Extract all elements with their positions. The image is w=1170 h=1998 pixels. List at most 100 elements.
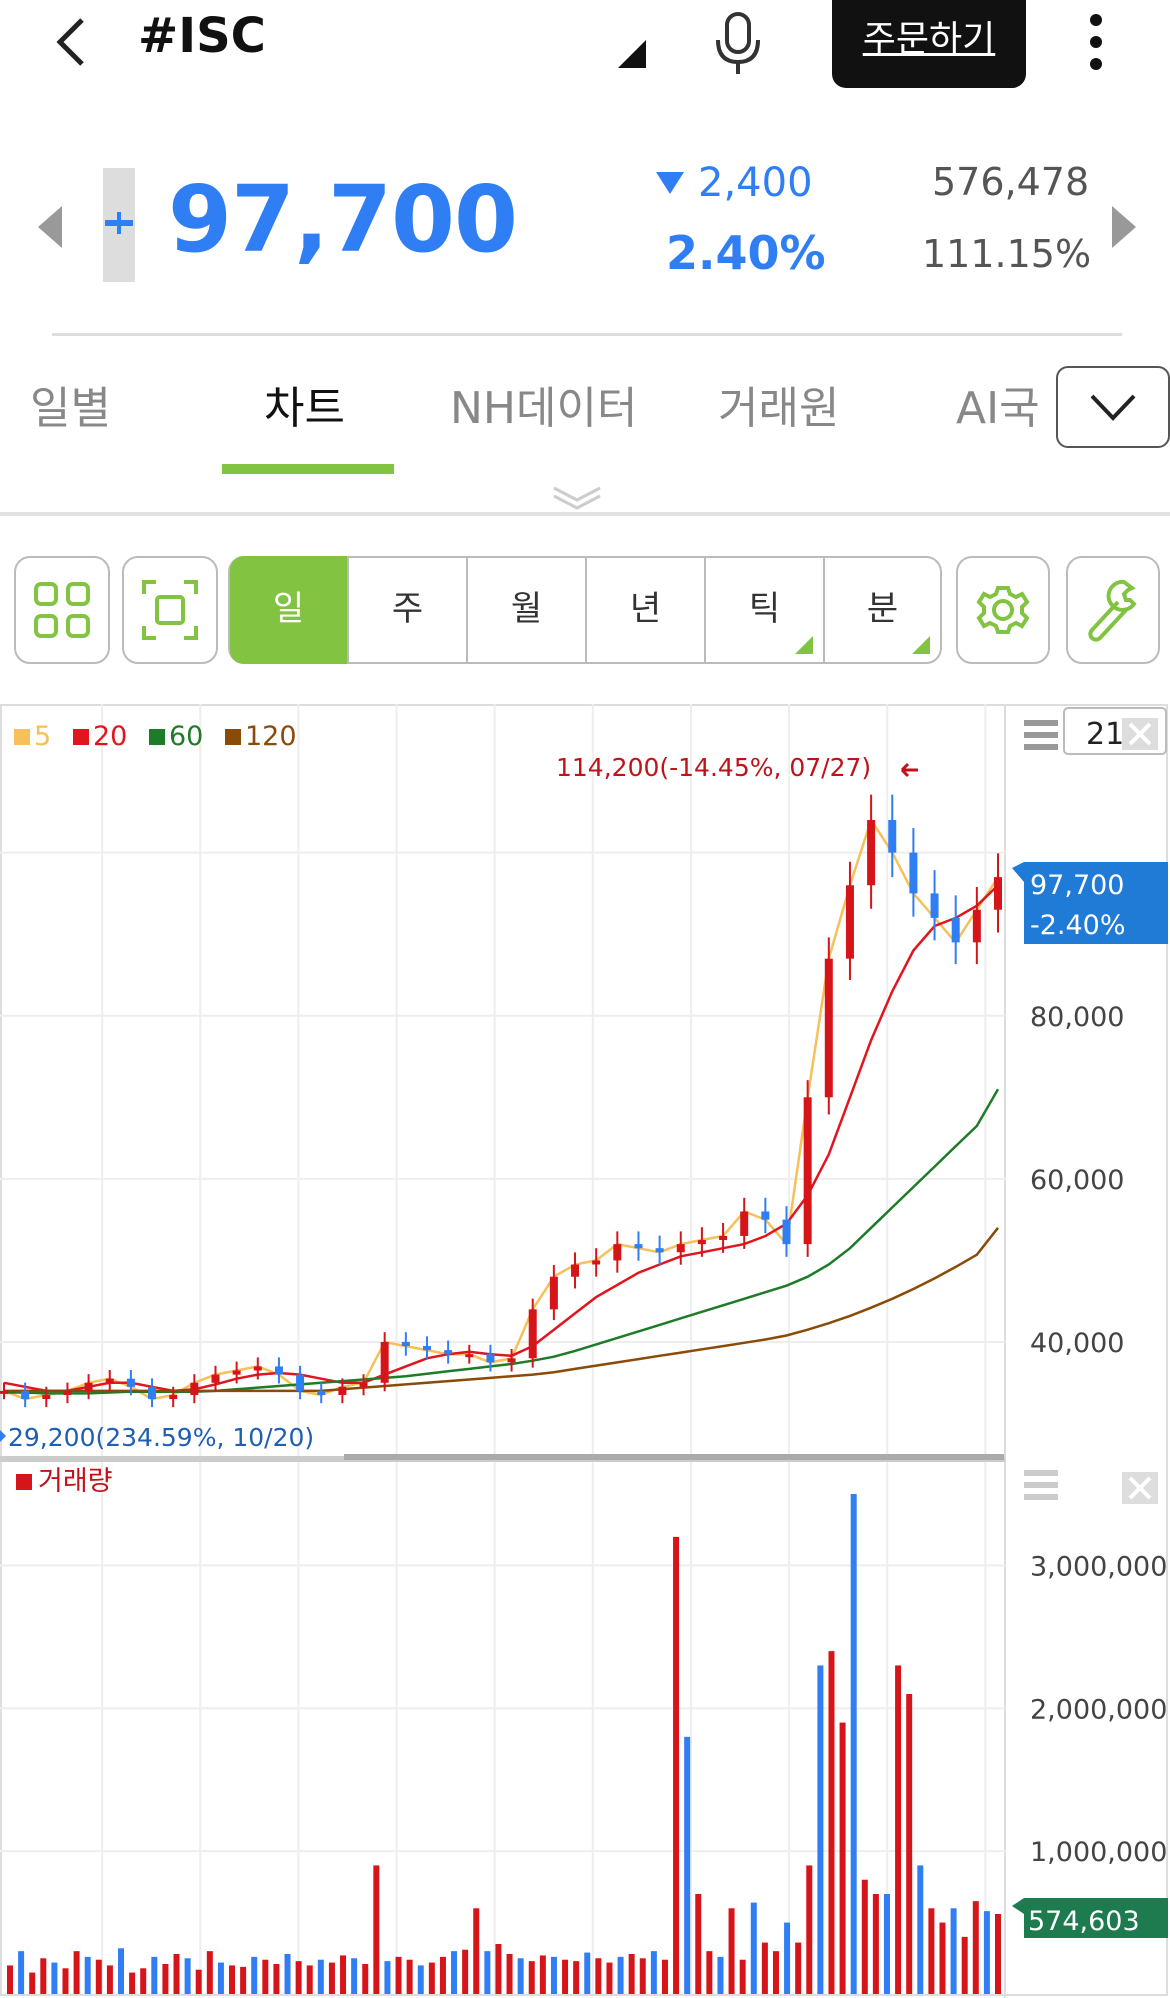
volume-bar <box>484 1951 491 1994</box>
period-day[interactable]: 일 <box>230 556 349 664</box>
price-tick-label: 60,000 <box>1030 1165 1124 1196</box>
tab-nh-data[interactable]: NH데이터 <box>450 383 638 434</box>
chart-area[interactable]: 40,000 60,000 80,000 5 20 60 120 211 114,200(-14… <box>0 704 1170 1998</box>
tab-expand-button[interactable] <box>1056 366 1170 448</box>
candle-body <box>169 1394 178 1400</box>
order-button[interactable]: 주문하기 <box>832 0 1026 88</box>
volume-bar <box>417 1965 424 1994</box>
ma-line-60 <box>4 1088 1000 1395</box>
volume-bar <box>595 1958 602 1994</box>
tab-brokers[interactable]: 거래원 <box>718 383 840 434</box>
tab-chart[interactable]: 차트 <box>264 383 345 434</box>
candle-body <box>84 1382 93 1391</box>
period-month[interactable]: 월 <box>468 556 587 664</box>
candle-body <box>634 1244 643 1249</box>
volume-bar <box>828 1651 835 1994</box>
volume-bar <box>495 1944 502 1994</box>
volume-bar <box>406 1959 413 1994</box>
stock-title[interactable]: #ISC <box>138 8 266 64</box>
next-stock-icon[interactable] <box>1112 206 1136 248</box>
tab-ai[interactable]: AI국 <box>956 383 1040 434</box>
volume-bar <box>195 1969 202 1994</box>
volume-bar <box>906 1694 913 1994</box>
volume-bar <box>562 1959 569 1994</box>
fullscreen-icon <box>142 580 198 640</box>
candle-body <box>148 1386 157 1400</box>
high-arrow-icon <box>900 762 918 778</box>
dropdown-triangle-icon[interactable] <box>618 40 646 68</box>
collapse-chevrons-icon[interactable] <box>552 482 602 512</box>
down-triangle-icon <box>656 172 684 194</box>
volume-bar <box>950 1908 957 1994</box>
legend-swatch-ma60 <box>149 729 165 745</box>
volume-tick-label: 3,000,000 <box>1030 1551 1167 1582</box>
wrench-icon <box>1088 579 1137 642</box>
volume-bar <box>506 1954 513 1994</box>
price-marker <box>103 168 135 282</box>
volume-bar <box>717 1956 724 1994</box>
period-minute-label: 분 <box>866 589 899 629</box>
volume-bar <box>151 1956 158 1994</box>
legend-label-ma120: 120 <box>245 721 297 752</box>
period-year[interactable]: 년 <box>587 556 706 664</box>
candle-body <box>42 1394 51 1400</box>
volume-bar <box>351 1958 358 1994</box>
period-minute[interactable]: 분 <box>825 556 940 664</box>
price-tick-label: 40,000 <box>1030 1328 1124 1359</box>
candle-body <box>740 1211 749 1236</box>
volume-bar <box>617 1956 624 1994</box>
volume-bar <box>328 1962 335 1994</box>
fullscreen-button[interactable] <box>122 556 218 664</box>
microphone-icon[interactable] <box>712 12 764 76</box>
volume-tick-label: 1,000,000 <box>1030 1837 1167 1868</box>
volume-tick-label: 2,000,000 <box>1030 1694 1167 1725</box>
period-tick[interactable]: 틱 <box>706 556 825 664</box>
volume-bar <box>284 1954 291 1994</box>
volume-bar <box>7 1965 13 1994</box>
candle-body <box>972 909 981 943</box>
current-volume-badge <box>1012 1898 1168 1938</box>
candle-body <box>888 820 897 853</box>
volume-bar <box>439 1956 446 1994</box>
candle-body <box>21 1390 30 1400</box>
candle-body <box>930 893 939 918</box>
candle-body <box>190 1382 199 1395</box>
volume-bar <box>784 1922 791 1994</box>
candle-body <box>782 1219 791 1245</box>
volume-bar <box>206 1951 213 1994</box>
candle-body <box>824 958 833 1098</box>
volume-bar <box>539 1955 546 1994</box>
multi-chart-button[interactable] <box>14 556 110 664</box>
candle-body <box>63 1390 72 1395</box>
back-arrow-icon[interactable] <box>52 14 92 70</box>
candle-body <box>253 1366 262 1371</box>
volume-bar <box>162 1964 169 1994</box>
volume-bar <box>895 1665 902 1994</box>
chart-settings-button[interactable] <box>956 556 1050 664</box>
current-volume-label: 574,603 <box>1028 1906 1140 1937</box>
volume-bar <box>584 1952 591 1994</box>
legend-swatch-ma120 <box>225 729 241 745</box>
candle-body <box>867 820 876 886</box>
tab-daily[interactable]: 일별 <box>30 383 111 434</box>
chart-tools-button[interactable] <box>1066 556 1160 664</box>
volume-bar <box>806 1865 813 1994</box>
trade-volume: 576,478 <box>932 160 1090 204</box>
volume-bar <box>550 1956 557 1994</box>
volume-ratio: 111.15% <box>922 232 1092 276</box>
period-week[interactable]: 주 <box>349 556 468 664</box>
volume-bar <box>118 1948 125 1994</box>
prev-stock-icon[interactable] <box>38 206 62 248</box>
more-menu-icon[interactable] <box>1088 12 1104 72</box>
volume-bar <box>750 1902 757 1994</box>
volume-bar <box>173 1954 180 1994</box>
volume-bar <box>883 1894 890 1994</box>
volume-bar <box>817 1665 824 1994</box>
divider <box>52 333 1122 336</box>
candle-body <box>507 1358 516 1363</box>
volume-bar <box>639 1958 646 1994</box>
volume-bar <box>18 1951 25 1994</box>
volume-bar <box>706 1951 713 1994</box>
legend-swatch-volume <box>16 1474 32 1490</box>
